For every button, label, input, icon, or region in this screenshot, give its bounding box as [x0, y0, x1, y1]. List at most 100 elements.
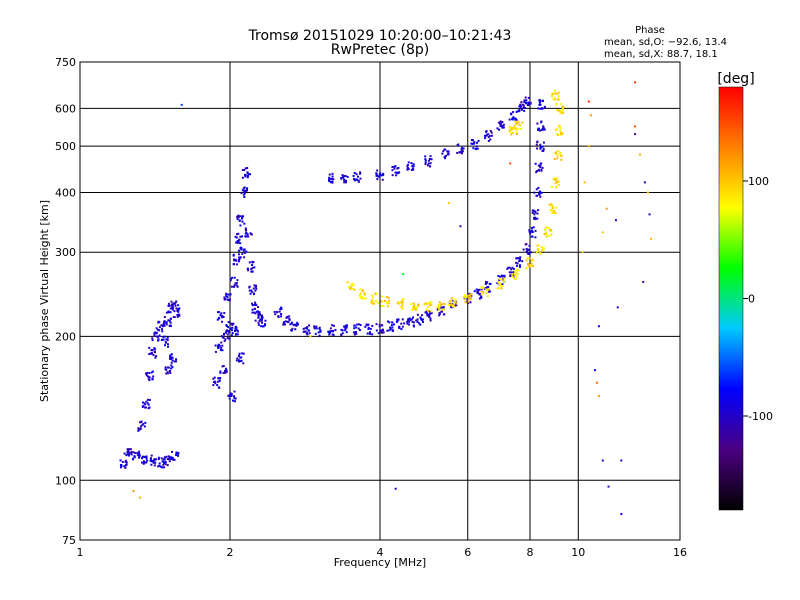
- data-point: [285, 320, 288, 323]
- data-point: [381, 174, 384, 177]
- data-point: [548, 234, 551, 237]
- data-point: [220, 320, 223, 323]
- data-point: [151, 349, 154, 352]
- data-point: [380, 174, 383, 177]
- data-point: [171, 450, 174, 453]
- data-point: [155, 458, 158, 461]
- data-point: [149, 457, 152, 460]
- data-point: [238, 219, 241, 222]
- data-point: [557, 180, 560, 183]
- data-point: [307, 329, 310, 332]
- data-point: [395, 174, 398, 177]
- data-point: [394, 171, 397, 174]
- data-point: [355, 178, 358, 181]
- data-point: [340, 333, 343, 336]
- data-point: [150, 454, 153, 457]
- data-point: [251, 304, 254, 307]
- data-point: [416, 313, 419, 316]
- data-point: [472, 147, 475, 150]
- data-point: [158, 462, 161, 465]
- data-point: [308, 332, 311, 335]
- data-point: [158, 329, 161, 332]
- data-point: [536, 217, 539, 220]
- data-point: [331, 181, 334, 184]
- data-point: [535, 143, 538, 146]
- data-point: [605, 207, 608, 210]
- data-point: [490, 134, 493, 137]
- data-point: [149, 458, 152, 461]
- data-point: [509, 162, 512, 165]
- y-tick-label: 750: [55, 56, 76, 69]
- data-point: [124, 460, 127, 463]
- data-point: [280, 306, 283, 309]
- data-point: [560, 154, 563, 157]
- data-point: [554, 212, 557, 215]
- data-point: [217, 386, 220, 389]
- data-point: [536, 141, 539, 144]
- data-point: [235, 282, 238, 285]
- data-point: [223, 312, 226, 315]
- data-point: [234, 333, 237, 336]
- data-point: [165, 338, 168, 341]
- data-point: [152, 354, 155, 357]
- data-point: [449, 304, 452, 307]
- data-point: [385, 302, 388, 305]
- data-point: [170, 304, 173, 307]
- data-point: [442, 150, 445, 153]
- data-point: [249, 173, 252, 176]
- data-point: [170, 353, 173, 356]
- data-point: [620, 513, 623, 516]
- data-point: [234, 327, 237, 330]
- data-point: [587, 100, 590, 103]
- data-point: [396, 171, 399, 174]
- data-point: [531, 209, 534, 212]
- data-point: [220, 314, 223, 317]
- data-point: [343, 325, 346, 328]
- data-point: [468, 293, 471, 296]
- data-point: [391, 329, 394, 332]
- data-point: [401, 325, 404, 328]
- data-point: [176, 453, 179, 456]
- data-point: [163, 462, 166, 465]
- data-point: [353, 288, 356, 291]
- data-point: [412, 325, 415, 328]
- data-point: [643, 181, 646, 184]
- data-point: [241, 217, 244, 220]
- y-tick-label: 600: [55, 102, 76, 115]
- data-point: [507, 266, 510, 269]
- data-point: [412, 308, 415, 311]
- data-point: [415, 319, 418, 322]
- data-point: [426, 164, 429, 167]
- data-point: [441, 152, 444, 155]
- data-point: [508, 118, 511, 121]
- data-point: [515, 257, 518, 260]
- data-point: [560, 158, 563, 161]
- data-point: [243, 168, 246, 171]
- data-point: [252, 287, 255, 290]
- data-point: [231, 326, 234, 329]
- data-point: [365, 323, 368, 326]
- data-point: [371, 299, 374, 302]
- data-point: [523, 109, 526, 112]
- data-point: [387, 305, 390, 308]
- data-point: [168, 357, 171, 360]
- data-point: [246, 167, 249, 170]
- data-point: [349, 287, 352, 290]
- data-point: [424, 311, 427, 314]
- data-point: [517, 120, 520, 123]
- data-point: [525, 247, 528, 250]
- data-point: [145, 371, 148, 374]
- data-point: [251, 302, 254, 305]
- data-point: [516, 122, 519, 125]
- y-tick-label: 100: [55, 474, 76, 487]
- data-point: [222, 315, 225, 318]
- data-point: [120, 466, 123, 469]
- data-point: [234, 400, 237, 403]
- data-point: [398, 327, 401, 330]
- data-point: [278, 310, 281, 313]
- data-point: [517, 269, 520, 272]
- data-point: [410, 318, 413, 321]
- data-point: [286, 321, 289, 324]
- data-point: [531, 211, 534, 214]
- data-point: [137, 450, 140, 453]
